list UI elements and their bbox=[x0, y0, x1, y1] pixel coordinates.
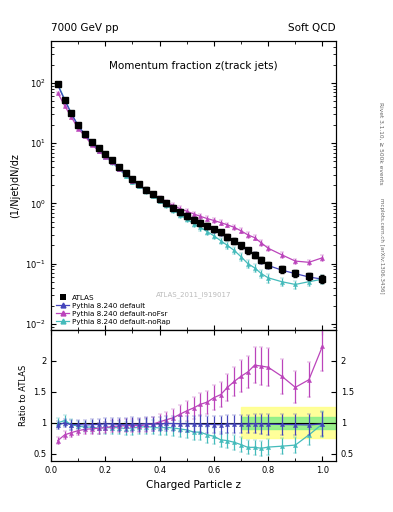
Y-axis label: Ratio to ATLAS: Ratio to ATLAS bbox=[18, 365, 28, 426]
Text: Momentum fraction z(track jets): Momentum fraction z(track jets) bbox=[109, 61, 278, 71]
Legend: ATLAS, Pythia 8.240 default, Pythia 8.240 default-noFsr, Pythia 8.240 default-no: ATLAS, Pythia 8.240 default, Pythia 8.24… bbox=[55, 293, 172, 326]
X-axis label: Charged Particle z: Charged Particle z bbox=[146, 480, 241, 490]
Text: mcplots.cern.ch [arXiv:1306.3436]: mcplots.cern.ch [arXiv:1306.3436] bbox=[379, 198, 384, 293]
Text: Rivet 3.1.10, ≥ 500k events: Rivet 3.1.10, ≥ 500k events bbox=[379, 102, 384, 185]
Text: Soft QCD: Soft QCD bbox=[288, 23, 336, 33]
Y-axis label: (1/Njet)dN/dz: (1/Njet)dN/dz bbox=[10, 153, 20, 218]
Text: 7000 GeV pp: 7000 GeV pp bbox=[51, 23, 119, 33]
Text: ATLAS_2011_I919017: ATLAS_2011_I919017 bbox=[156, 292, 231, 298]
